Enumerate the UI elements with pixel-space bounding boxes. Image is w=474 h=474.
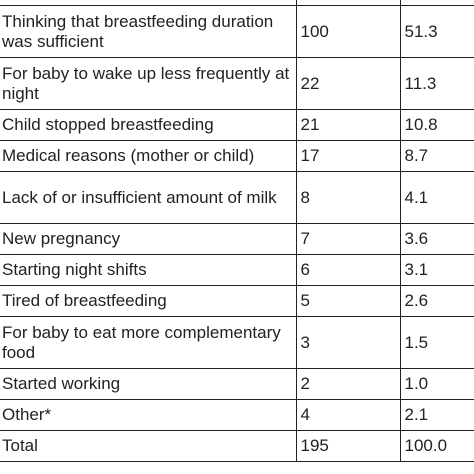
table-row: New pregnancy 7 3.6 bbox=[0, 223, 474, 255]
reason-cell: Started working bbox=[0, 368, 297, 400]
percent-cell: 1.0 bbox=[399, 368, 474, 400]
reason-cell: Other* bbox=[0, 399, 297, 431]
table-row: Other* 4 2.1 bbox=[0, 399, 474, 431]
table-row: Lack of or insufficient amount of milk 8 4… bbox=[0, 171, 474, 224]
reason-cell: Starting night shifts bbox=[0, 254, 297, 286]
reason-cell: New pregnancy bbox=[0, 223, 297, 255]
count-cell: 17 bbox=[295, 140, 401, 172]
count-cell: 8 bbox=[295, 171, 401, 224]
count-cell: 21 bbox=[295, 109, 401, 141]
count-cell: 7 bbox=[295, 223, 401, 255]
table-row: Total 195 100.0 bbox=[0, 430, 474, 462]
percent-cell: 2.6 bbox=[399, 285, 474, 317]
reason-cell: For baby to wake up less frequently at n… bbox=[0, 57, 297, 110]
data-table: Thinking that breastfeeding duration was… bbox=[0, 0, 474, 462]
table-row: For baby to wake up less frequently at n… bbox=[0, 57, 474, 110]
table-body: Thinking that breastfeeding duration was… bbox=[0, 0, 474, 462]
percent-cell: 1.5 bbox=[399, 316, 474, 369]
count-cell: 4 bbox=[295, 399, 401, 431]
count-cell: 5 bbox=[295, 285, 401, 317]
reason-cell: Medical reasons (mother or child) bbox=[0, 140, 297, 172]
table-row: Thinking that breastfeeding duration was… bbox=[0, 5, 474, 58]
count-cell: 2 bbox=[295, 368, 401, 400]
percent-cell: 3.1 bbox=[399, 254, 474, 286]
reason-cell: Lack of or insufficient amount of milk bbox=[0, 171, 297, 224]
reason-cell: Thinking that breastfeeding duration was… bbox=[0, 5, 297, 58]
table-row: Medical reasons (mother or child) 17 8.7 bbox=[0, 140, 474, 172]
table-row: Child stopped breastfeeding 21 10.8 bbox=[0, 109, 474, 141]
percent-cell: 11.3 bbox=[399, 57, 474, 110]
percent-cell: 2.1 bbox=[399, 399, 474, 431]
table-row: Starting night shifts 6 3.1 bbox=[0, 254, 474, 286]
count-cell: 6 bbox=[295, 254, 401, 286]
reason-cell: Total bbox=[0, 430, 297, 462]
count-cell: 100 bbox=[295, 5, 401, 58]
count-cell: 195 bbox=[295, 430, 401, 462]
percent-cell: 10.8 bbox=[399, 109, 474, 141]
reason-cell: Tired of breastfeeding bbox=[0, 285, 297, 317]
percent-cell: 3.6 bbox=[399, 223, 474, 255]
percent-cell: 8.7 bbox=[399, 140, 474, 172]
percent-cell: 4.1 bbox=[399, 171, 474, 224]
reason-cell: For baby to eat more complementary food bbox=[0, 316, 297, 369]
table-row: Started working 2 1.0 bbox=[0, 368, 474, 400]
percent-cell: 100.0 bbox=[399, 430, 474, 462]
reason-cell: Child stopped breastfeeding bbox=[0, 109, 297, 141]
count-cell: 3 bbox=[295, 316, 401, 369]
percent-cell: 51.3 bbox=[399, 5, 474, 58]
table-row: For baby to eat more complementary food 3… bbox=[0, 316, 474, 369]
table-row: Tired of breastfeeding 5 2.6 bbox=[0, 285, 474, 317]
count-cell: 22 bbox=[295, 57, 401, 110]
